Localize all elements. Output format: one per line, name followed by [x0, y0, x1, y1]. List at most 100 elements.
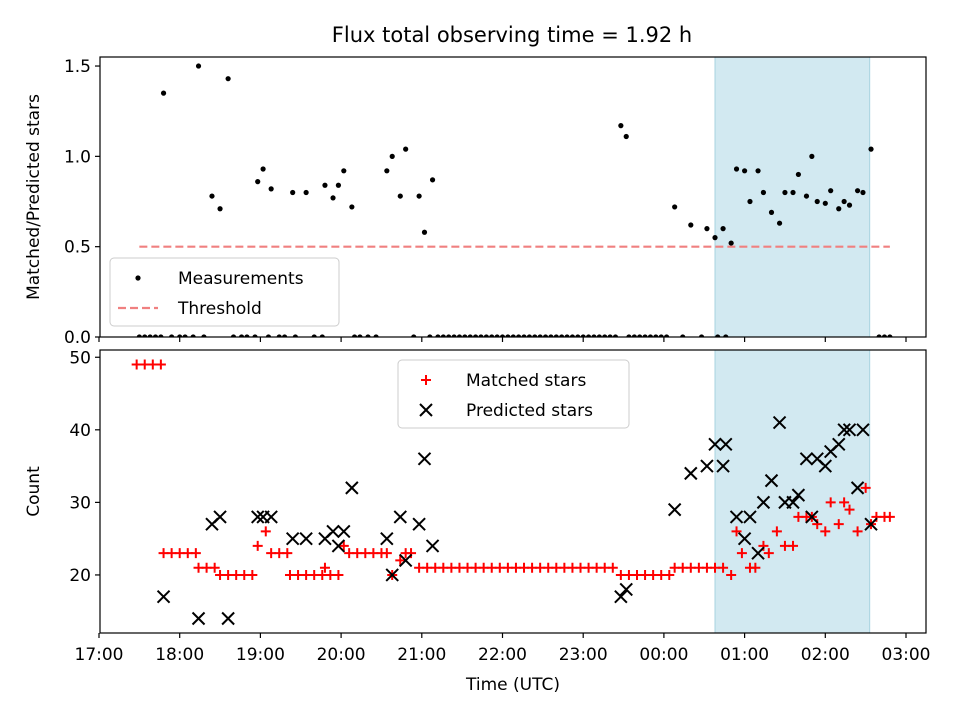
- measurement-point: [516, 334, 522, 337]
- predicted-star-point: [614, 590, 628, 604]
- predicted-star-point: [380, 531, 394, 546]
- y-tick-label: 0.5: [64, 238, 91, 258]
- y-tick-label: 40: [69, 421, 91, 441]
- measurement-point: [526, 334, 532, 337]
- measurement-point: [238, 334, 245, 337]
- measurement-point: [252, 334, 258, 337]
- observing-window-span: [714, 349, 871, 634]
- measurement-point: [672, 204, 678, 210]
- measurement-point: [282, 334, 288, 337]
- measurement-point: [553, 334, 559, 337]
- matched-star-point: [155, 359, 166, 370]
- predicted-star-point: [764, 473, 779, 488]
- measurement-point: [841, 198, 847, 205]
- measurement-point: [169, 334, 175, 337]
- matched-star-point: [852, 526, 863, 537]
- measurement-point: [446, 334, 452, 337]
- axes-frame: [99, 56, 927, 338]
- measurement-point: [680, 334, 686, 337]
- measurement-point: [653, 334, 659, 337]
- measurement-point: [260, 166, 266, 172]
- x-tick-label: 18:00: [155, 645, 204, 665]
- matched-star-point: [333, 569, 344, 580]
- measurement-point: [720, 226, 726, 232]
- measurement-point: [537, 334, 543, 337]
- predicted-star-point: [412, 517, 426, 531]
- measurement-point: [303, 189, 309, 196]
- measurement-point: [158, 334, 164, 337]
- plot-area: [131, 359, 895, 626]
- matched-star-point: [833, 519, 844, 530]
- predicted-star-point: [716, 459, 730, 473]
- measurement-point: [618, 123, 624, 129]
- measurement-point: [435, 334, 441, 337]
- y-tick-label: 30: [69, 493, 91, 513]
- predicted-star-point: [805, 510, 819, 524]
- predicted-star-point: [221, 611, 235, 626]
- measurement-point: [623, 133, 629, 140]
- measurement-point: [357, 334, 363, 337]
- measurement-point: [292, 334, 298, 337]
- measurement-point: [728, 240, 734, 246]
- predicted-star-point: [417, 452, 432, 466]
- y-tick-label: 20: [69, 566, 91, 586]
- predicted-star-point: [619, 582, 633, 597]
- measurement-point: [265, 334, 272, 337]
- measurement-point: [341, 168, 347, 174]
- matched-star-point: [319, 562, 330, 573]
- measurement-point: [152, 334, 159, 337]
- measurement-point: [195, 63, 202, 69]
- measurement-point: [473, 334, 479, 337]
- measurement-point: [142, 334, 148, 337]
- observing-window-span: [714, 56, 871, 338]
- predicted-star-point: [398, 553, 413, 568]
- predicted-star-point: [213, 510, 227, 524]
- legend-matched-marker: [421, 375, 431, 385]
- measurement-point: [596, 334, 602, 337]
- legend-box: [397, 359, 630, 429]
- y-tick-label: 50: [69, 348, 91, 368]
- measurement-point: [349, 204, 355, 210]
- measurement-point: [647, 334, 654, 337]
- predicted-star-point: [326, 524, 340, 539]
- legend-box: [109, 257, 340, 327]
- measurement-point: [483, 334, 489, 337]
- measurement-point: [569, 334, 576, 337]
- legend-label: Measurements: [178, 269, 304, 289]
- measurement-point: [836, 206, 842, 212]
- measurement-point: [373, 334, 379, 337]
- measurement-point: [607, 334, 613, 337]
- matched-star-point: [763, 548, 774, 559]
- predicted-star-point: [842, 423, 857, 437]
- measurement-point: [384, 168, 390, 174]
- measurement-point: [499, 334, 506, 337]
- predicted-star-point: [345, 481, 359, 495]
- x-tick-label: 03:00: [882, 645, 931, 665]
- predicted-star-point: [729, 510, 744, 524]
- measurement-point: [330, 195, 336, 201]
- legend-label: Threshold: [177, 299, 262, 319]
- matched-star-point: [771, 526, 782, 537]
- measurement-point: [532, 334, 538, 337]
- measurement-point: [182, 334, 188, 337]
- measurement-point: [397, 193, 403, 199]
- measurement-point: [190, 334, 196, 337]
- measurement-point: [631, 334, 637, 337]
- measurement-point: [580, 334, 586, 337]
- y-axis-label: Count: [24, 466, 44, 517]
- measurement-point: [416, 193, 422, 199]
- measurement-point: [489, 334, 495, 337]
- predicted-star-point: [156, 590, 171, 604]
- measurement-point: [478, 334, 484, 337]
- measurement-point: [456, 334, 463, 337]
- x-tick-label: 21:00: [397, 645, 446, 665]
- measurement-point: [351, 334, 358, 337]
- predicted-star-point: [251, 510, 265, 524]
- legend-measurements-marker: [135, 275, 141, 281]
- matched-star-point: [406, 548, 417, 559]
- y-tick-label: 1.0: [64, 147, 91, 167]
- x-tick-label: 22:00: [478, 645, 527, 665]
- measurement-point: [521, 334, 527, 337]
- measurement-point: [209, 193, 215, 199]
